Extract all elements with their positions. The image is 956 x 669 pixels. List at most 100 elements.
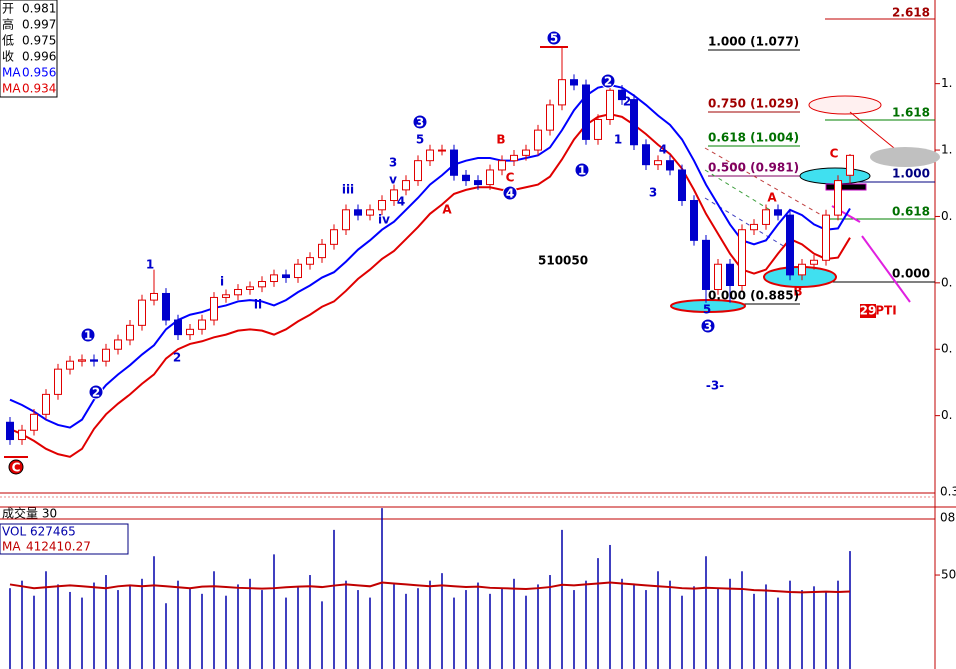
candle-body bbox=[174, 319, 182, 336]
candle-body bbox=[546, 104, 554, 131]
wave-label: C bbox=[830, 147, 839, 161]
candle-body bbox=[774, 209, 782, 216]
pti-badge bbox=[860, 304, 876, 318]
info-label: 收 bbox=[2, 50, 14, 64]
info-value: 0.975 bbox=[22, 34, 56, 48]
y-tick-label: 50 bbox=[941, 568, 956, 582]
info-label: 开 bbox=[2, 2, 14, 16]
candle-body bbox=[846, 154, 854, 176]
info-value: 0.934 bbox=[22, 82, 56, 96]
info-label: MA bbox=[2, 66, 21, 80]
y-tick-label: 0. bbox=[941, 342, 952, 356]
candle-body bbox=[198, 319, 206, 330]
fib-label: 0.000 bbox=[892, 267, 930, 281]
wave-label: A bbox=[767, 191, 777, 205]
candle-body bbox=[666, 160, 674, 171]
candle-body bbox=[594, 119, 602, 140]
trend-line bbox=[704, 147, 831, 221]
candle-body bbox=[510, 154, 518, 162]
fib-label: 1.000 (1.077) bbox=[708, 35, 799, 49]
volume-axis-label: 081 bbox=[940, 511, 956, 525]
wave-label: 2 bbox=[92, 386, 100, 400]
wave-label: A bbox=[442, 203, 452, 217]
candle-body bbox=[714, 263, 722, 290]
ma-line bbox=[9, 113, 851, 458]
candle-body bbox=[6, 421, 14, 441]
info-value: 0.981 bbox=[22, 2, 56, 16]
candle-body bbox=[90, 359, 98, 362]
candle-body bbox=[306, 257, 314, 265]
candle-body bbox=[738, 229, 746, 287]
info-value: 0.997 bbox=[22, 18, 56, 32]
candle-body bbox=[294, 263, 302, 279]
candle-body bbox=[414, 160, 422, 182]
candle-body bbox=[42, 393, 50, 415]
candle-body bbox=[138, 299, 146, 326]
y-tick-label: 1. bbox=[941, 76, 952, 90]
candle-body bbox=[642, 144, 650, 166]
candle-body bbox=[366, 209, 374, 216]
candle-body bbox=[342, 209, 350, 231]
candle-body bbox=[678, 169, 686, 202]
candle-body bbox=[54, 368, 62, 395]
candle-body bbox=[750, 223, 758, 231]
candle-body bbox=[390, 189, 398, 202]
ellipse bbox=[870, 147, 940, 167]
candle-body bbox=[558, 79, 566, 106]
candle-body bbox=[834, 180, 842, 216]
fib-label: 1.000 bbox=[892, 167, 930, 181]
candle-body bbox=[534, 129, 542, 151]
chart-title: 510050 bbox=[538, 254, 588, 268]
candle-body bbox=[78, 359, 86, 362]
candle-body bbox=[18, 429, 26, 441]
wave-label: C bbox=[12, 461, 21, 475]
candle-body bbox=[630, 99, 638, 146]
wave-badge bbox=[412, 114, 428, 130]
wave-label: i bbox=[220, 275, 224, 289]
wave-label: iv bbox=[378, 213, 390, 227]
candle-body bbox=[234, 288, 242, 296]
y-tick-label: 0. bbox=[941, 209, 952, 223]
candle-body bbox=[426, 149, 434, 162]
candle-body bbox=[606, 89, 614, 121]
candle-body bbox=[126, 324, 134, 341]
candle-body bbox=[786, 214, 794, 276]
wave-badge bbox=[574, 162, 590, 178]
info-value: 627465 bbox=[30, 525, 76, 539]
info-label: 高 bbox=[2, 17, 14, 32]
wave-label: 2 bbox=[623, 95, 631, 109]
ellipse bbox=[808, 95, 882, 115]
y-tick-label: 0. bbox=[941, 275, 952, 289]
candle-body bbox=[258, 281, 266, 288]
wave-label: 4 bbox=[506, 187, 514, 201]
wave-badge bbox=[700, 318, 716, 334]
wave-label: 4 bbox=[659, 143, 667, 157]
candle-body bbox=[270, 274, 278, 283]
info-value: 412410.27 bbox=[26, 540, 91, 554]
wave-label: 5 bbox=[703, 303, 711, 317]
wave-label: 2 bbox=[173, 351, 181, 365]
fib-label: 0.618 bbox=[892, 205, 930, 219]
volume-title: 成交量 30 bbox=[2, 506, 57, 521]
ma-line bbox=[9, 83, 851, 429]
wave-label: 1 bbox=[84, 329, 92, 343]
ma-line bbox=[9, 581, 851, 594]
pti-number: 29 bbox=[860, 304, 877, 318]
info-value: 0.996 bbox=[22, 50, 56, 64]
cursor-label: 0.3 bbox=[940, 485, 956, 499]
arrow bbox=[861, 235, 911, 303]
candle-body bbox=[402, 180, 410, 191]
info-label: VOL bbox=[2, 525, 26, 539]
candle-body bbox=[450, 149, 458, 176]
candle-body bbox=[810, 259, 818, 265]
wave-label: 3 bbox=[649, 186, 657, 200]
candle-body bbox=[318, 243, 326, 259]
wave-label: 5 bbox=[416, 133, 424, 147]
candle-body bbox=[222, 294, 230, 298]
candle-body bbox=[438, 149, 446, 152]
info-value: 0.956 bbox=[22, 66, 56, 80]
wave-label: C bbox=[506, 171, 515, 185]
candle-body bbox=[522, 149, 530, 156]
wave-label: 2 bbox=[604, 75, 612, 89]
